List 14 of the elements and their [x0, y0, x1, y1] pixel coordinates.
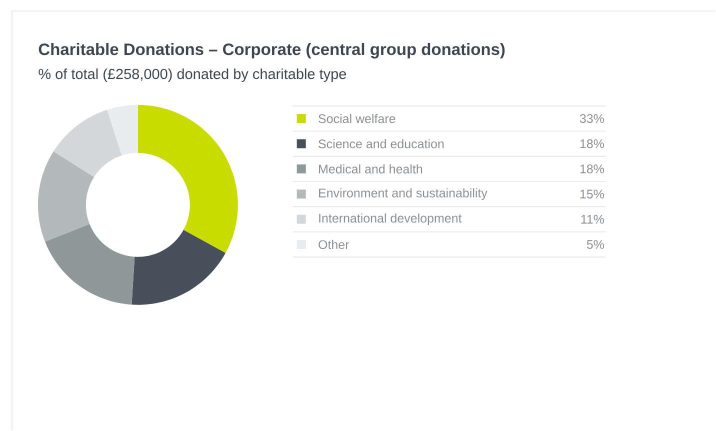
chart-subtitle: % of total (£258,000) donated by charitable type	[38, 68, 346, 82]
data-label: 15%	[580, 190, 604, 198]
legend-label: Environment and sustainability	[319, 188, 488, 200]
legend-label: Science and education	[318, 139, 444, 148]
data-label: 11%	[581, 214, 604, 224]
legend-label: Medical and health	[319, 164, 422, 174]
legend-label: Other	[318, 240, 350, 249]
data-label: 18%	[580, 139, 604, 148]
chart-title: Charitable Donations – Corporate (central group donations)	[38, 42, 505, 58]
data-label: 18%	[580, 164, 604, 174]
legend-label: Social welfare	[318, 114, 396, 124]
legend-label: International development	[319, 213, 462, 226]
data-label: 33%	[580, 114, 604, 123]
data-label: 5%	[586, 240, 604, 249]
